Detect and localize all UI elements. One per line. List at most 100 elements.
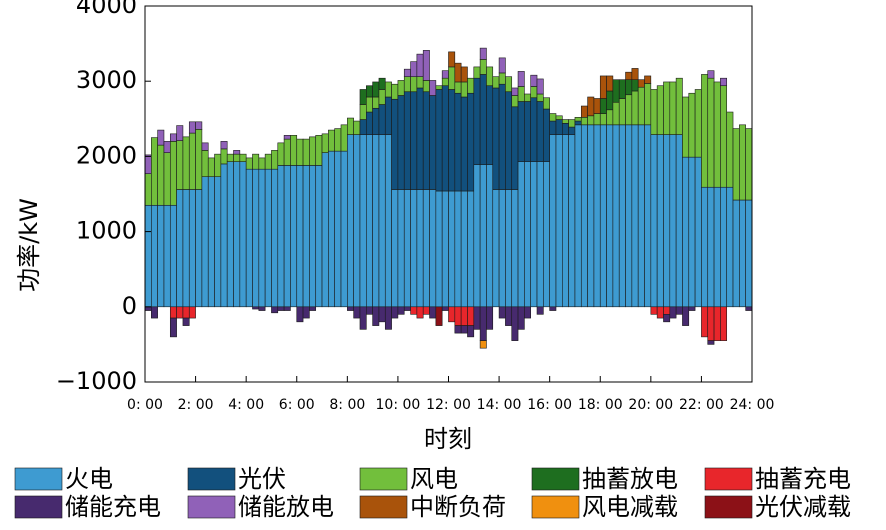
bar-segment (372, 134, 380, 308)
bar-segment (536, 101, 544, 162)
bar-segment (587, 96, 595, 117)
bar-segment (726, 186, 734, 308)
bar-segment (163, 204, 171, 308)
legend-label: 风电 (410, 465, 458, 493)
bar-segment (416, 189, 424, 308)
bar-segment (328, 129, 335, 152)
bar-segment (277, 142, 285, 166)
bar-segment (176, 140, 184, 190)
bar-segment (391, 306, 399, 319)
bar-segment (524, 93, 531, 102)
bar-segment (201, 142, 209, 151)
bar-segment (359, 134, 367, 308)
bar-segment (258, 168, 266, 308)
bar-segment (530, 86, 538, 99)
bar-segment (315, 165, 323, 308)
legend-label: 抽蓄充电 (755, 465, 851, 493)
bar-segment (612, 79, 620, 103)
bar-segment (732, 128, 740, 201)
bar-segment (688, 92, 696, 158)
bar-segment (169, 141, 177, 206)
bar-segment (473, 306, 481, 330)
bar-segment (650, 89, 658, 135)
bar-segment (252, 306, 260, 310)
bar-segment (157, 204, 165, 308)
bar-segment (188, 121, 196, 134)
bar-segment (188, 306, 196, 319)
bar-segment (511, 87, 519, 96)
bar-segment (517, 306, 525, 330)
bar-segment (675, 306, 683, 315)
bar-segment (505, 91, 513, 190)
bar-segment (258, 306, 266, 311)
bar-segment (745, 199, 753, 308)
bar-segment (536, 161, 544, 308)
bar-segment (467, 190, 475, 308)
bar-segment (321, 152, 329, 308)
bar-segment (410, 61, 418, 77)
bar-segment (688, 306, 696, 311)
x-tick-label: 10: 00 (376, 397, 421, 413)
bar-segment (429, 80, 437, 96)
bar-segment (410, 189, 418, 308)
bar-segment (568, 134, 576, 308)
bar-segment (403, 76, 411, 93)
bar-segment (599, 124, 607, 308)
bar-segment (479, 164, 487, 308)
bar-segment (669, 306, 677, 319)
bar-segment (169, 133, 177, 142)
bar-segment (252, 168, 260, 308)
bar-segment (372, 306, 380, 326)
bar-segment (353, 120, 361, 135)
bar-segment (169, 204, 177, 308)
bar-segment (454, 81, 462, 94)
bar-segment (694, 156, 702, 308)
bar-segment (169, 306, 177, 319)
bar-segment (448, 51, 456, 68)
bar-segment (656, 85, 664, 135)
bar-segment (233, 161, 241, 308)
bar-segment (435, 85, 443, 90)
bar-segment (403, 189, 411, 308)
bar-segment (739, 199, 746, 308)
bar-segment (252, 153, 260, 170)
bar-segment (429, 95, 437, 190)
bar-segment (372, 96, 380, 109)
bar-segment (713, 306, 721, 341)
bar-segment (410, 306, 418, 315)
bar-segment (283, 165, 291, 308)
bar-segment (435, 190, 443, 308)
legend-label: 储能充电 (65, 493, 161, 521)
bar-segment (505, 306, 513, 326)
bar-segment (441, 77, 449, 87)
bar-segment (271, 150, 279, 170)
bar-segment (517, 86, 525, 102)
bar-segment (214, 176, 222, 308)
bar-segment (656, 306, 664, 319)
legend-swatch (359, 495, 408, 519)
bar-segment (151, 204, 158, 308)
bar-segment (467, 77, 475, 94)
bar-segment (511, 189, 519, 308)
bar-segment (701, 306, 709, 338)
bar-segment (441, 70, 449, 79)
bar-segment (182, 306, 190, 319)
bar-segment (359, 89, 367, 105)
bar-segment (201, 176, 209, 308)
bar-segment (157, 129, 165, 146)
y-tick-label: 1000 (76, 217, 137, 245)
bar-segment (441, 190, 449, 308)
bar-segment (163, 152, 171, 206)
bar-segment (321, 133, 329, 153)
bar-segment (511, 106, 519, 190)
bar-segment (384, 134, 392, 308)
bar-segment (562, 134, 569, 308)
x-tick-label: 18: 00 (578, 397, 623, 413)
bar-segment (720, 85, 728, 188)
bar-segment (233, 150, 241, 155)
bar-segment (397, 189, 405, 308)
bar-segment (511, 306, 519, 341)
bar-segment (347, 117, 354, 135)
bar-segment (207, 157, 215, 178)
